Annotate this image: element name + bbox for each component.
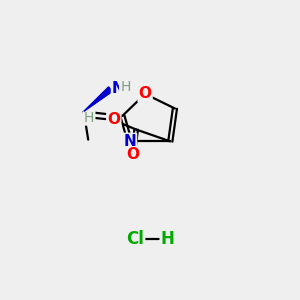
- Text: H: H: [161, 230, 175, 248]
- Text: Cl: Cl: [126, 230, 144, 248]
- Text: O: O: [107, 112, 120, 127]
- Text: N: N: [112, 81, 125, 96]
- Text: N: N: [123, 134, 136, 149]
- Polygon shape: [84, 87, 112, 111]
- Text: O: O: [127, 147, 140, 162]
- Text: O: O: [139, 86, 152, 101]
- Text: H: H: [120, 80, 130, 94]
- Text: H: H: [84, 111, 94, 124]
